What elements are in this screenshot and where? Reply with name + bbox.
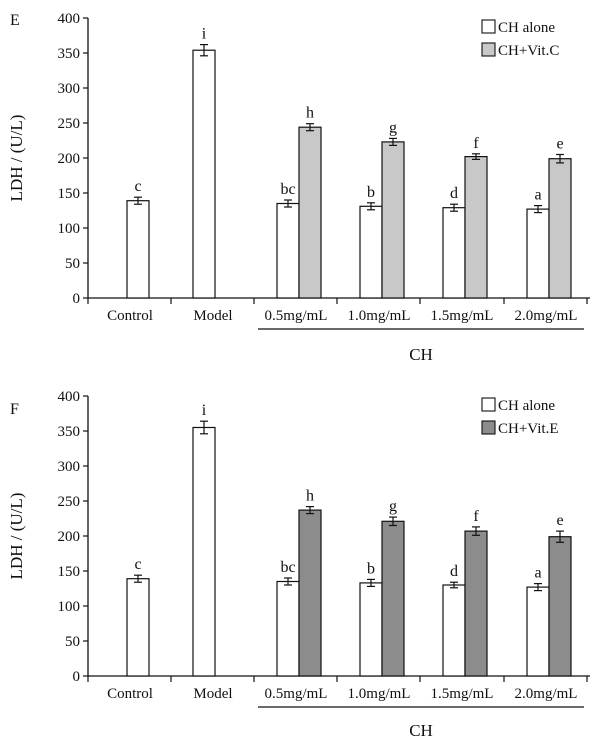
bar-ch-alone-1: [192, 426, 216, 677]
bar-ch-plus-vit-4: [464, 156, 488, 299]
y-tick-label: 350: [58, 46, 81, 62]
legend-label: CH+Vit.E: [498, 421, 558, 437]
legend-label: CH+Vit.C: [498, 43, 559, 59]
legend-swatch: [481, 420, 496, 435]
bar-ch-alone-2: [276, 580, 300, 677]
x-tick-label: Control: [107, 308, 153, 324]
significance-letter: b: [367, 560, 375, 577]
y-tick-label: 250: [58, 116, 81, 132]
y-tick-label: 150: [58, 186, 81, 202]
significance-letter: bc: [280, 181, 295, 198]
y-tick-label: 250: [58, 494, 81, 510]
bar-ch-alone-3: [359, 582, 383, 677]
x-tick-label: 0.5mg/mL: [265, 308, 328, 324]
x-tick-label: 0.5mg/mL: [265, 686, 328, 702]
y-tick-label: 0: [73, 291, 81, 307]
x-tick-label: Control: [107, 686, 153, 702]
bar-ch-plus-vit-4: [464, 530, 488, 677]
y-tick-label: 50: [65, 256, 80, 272]
significance-letter: g: [389, 498, 397, 515]
y-axis-label: LDH / (U/L): [7, 493, 26, 580]
significance-letter: d: [450, 563, 458, 580]
group-label: CH: [409, 721, 433, 740]
y-tick-label: 300: [58, 81, 81, 97]
x-tick-label: 1.0mg/mL: [348, 308, 411, 324]
bar-ch-plus-vit-2: [298, 126, 322, 299]
significance-letter: a: [534, 187, 541, 204]
y-tick-label: 350: [58, 424, 81, 440]
bar-ch-plus-vit-5: [548, 536, 572, 677]
y-tick-label: 400: [58, 389, 81, 405]
legend-swatch: [481, 397, 496, 412]
y-tick-label: 300: [58, 459, 81, 475]
significance-letter: a: [534, 565, 541, 582]
significance-letter: i: [202, 402, 207, 419]
legend-label: CH alone: [498, 20, 555, 36]
y-tick-label: 100: [58, 221, 81, 237]
significance-letter: e: [556, 136, 563, 153]
chart-panel-e: E LDH / (U/L) 0 50 100 150 200 250 300 350 400 c i bc…: [7, 11, 590, 364]
bar-ch-alone-1: [192, 49, 216, 299]
bar-ch-alone-5: [526, 586, 550, 677]
y-tick-label: 150: [58, 564, 81, 580]
bar-ch-plus-vit-2: [298, 509, 322, 677]
x-tick-label: Model: [193, 686, 232, 702]
significance-letter: c: [134, 178, 141, 195]
significance-letter: b: [367, 184, 375, 201]
bar-ch-alone-4: [442, 584, 466, 677]
bar-ch-alone-2: [276, 202, 300, 299]
x-tick-label: 1.0mg/mL: [348, 686, 411, 702]
significance-letter: f: [473, 508, 479, 525]
y-tick-label: 50: [65, 634, 80, 650]
x-tick-label: Model: [193, 308, 232, 324]
bar-ch-alone-3: [359, 205, 383, 299]
bar-ch-alone-0: [126, 200, 150, 299]
significance-letter: e: [556, 512, 563, 529]
significance-letter: c: [134, 556, 141, 573]
group-label: CH: [409, 345, 433, 364]
legend-swatch: [481, 19, 496, 34]
bar-ch-alone-4: [442, 207, 466, 299]
panel-letter: E: [10, 12, 20, 29]
bar-ch-plus-vit-3: [381, 141, 405, 299]
significance-letter: h: [306, 105, 314, 122]
significance-letter: h: [306, 488, 314, 505]
bar-ch-plus-vit-3: [381, 520, 405, 677]
panel-letter: F: [10, 401, 19, 418]
legend-label: CH alone: [498, 398, 555, 414]
significance-letter: d: [450, 185, 458, 202]
x-tick-label: 1.5mg/mL: [431, 686, 494, 702]
significance-letter: i: [202, 26, 207, 43]
x-tick-label: 1.5mg/mL: [431, 308, 494, 324]
y-tick-label: 200: [58, 529, 81, 545]
bar-ch-alone-0: [126, 578, 150, 677]
significance-letter: g: [389, 119, 397, 136]
significance-letter: bc: [280, 559, 295, 576]
y-tick-label: 200: [58, 151, 81, 167]
y-tick-label: 400: [58, 11, 81, 27]
y-tick-label: 100: [58, 599, 81, 615]
chart-panel-f: F LDH / (U/L) 0 50 100 150 200 250 300 350 400 c i bc…: [7, 389, 590, 740]
y-tick-label: 0: [73, 669, 81, 685]
x-tick-label: 2.0mg/mL: [515, 686, 578, 702]
x-tick-label: 2.0mg/mL: [515, 308, 578, 324]
bar-ch-plus-vit-5: [548, 158, 572, 299]
legend-swatch: [481, 42, 496, 57]
significance-letter: f: [473, 135, 479, 152]
y-axis-label: LDH / (U/L): [7, 115, 26, 202]
bar-ch-alone-5: [526, 208, 550, 299]
